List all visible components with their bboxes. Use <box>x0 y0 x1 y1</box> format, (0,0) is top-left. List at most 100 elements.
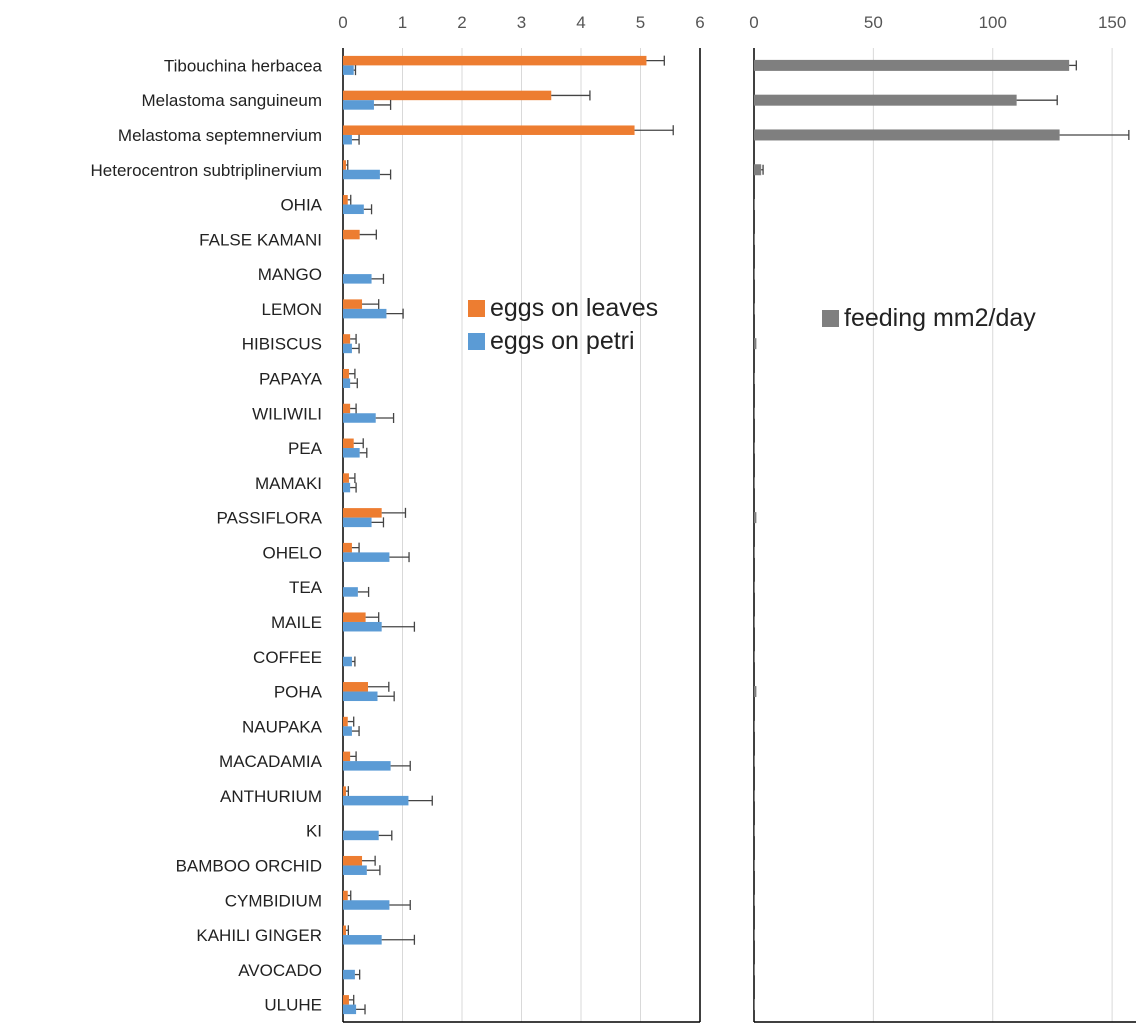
category-labels: Tibouchina herbacea Melastoma sanguineum M… <box>91 56 323 1014</box>
category-label-tea: TEA <box>289 578 323 597</box>
x-tick-label-2: 2 <box>457 13 466 32</box>
category-label-melastoma-sanguineum: Melastoma sanguineum <box>142 91 322 110</box>
bar-eggs-on-petri-tibouchina-herbacea <box>343 65 354 75</box>
feeding-chart-panel: 0 50 100 150 feeding mm2/day <box>749 13 1136 1023</box>
bar-feeding-mm2-day-melastoma-sanguineum <box>754 94 1017 106</box>
bar-eggs-on-leaves-passiflora <box>343 508 382 518</box>
bar-feeding-mm2-day-ohia <box>754 199 755 211</box>
bar-eggs-on-leaves-melastoma-sanguineum <box>343 90 552 101</box>
bar-feeding-mm2-day-macadamia <box>754 755 755 767</box>
bar-eggs-on-petri-ohia <box>343 204 364 215</box>
bar-eggs-on-petri-hibiscus <box>343 343 352 354</box>
category-label-heterocentron-subtriplinervium: Heterocentron subtriplinervium <box>91 161 323 180</box>
bar-eggs-on-leaves-papaya <box>343 368 349 379</box>
bar-eggs-on-leaves-anthurium <box>343 786 346 796</box>
category-label-avocado: AVOCADO <box>238 961 322 980</box>
bar-eggs-on-petri-ki <box>343 830 379 841</box>
bar-feeding-mm2-day-ki <box>754 825 755 837</box>
category-label-kahili-ginger: KAHILI GINGER <box>196 926 322 945</box>
bar-feeding-mm2-day-poha <box>754 686 757 698</box>
bar-eggs-on-petri-bamboo-orchid <box>343 865 367 875</box>
bar-feeding-mm2-day-papaya <box>754 372 755 384</box>
x-tick-label-0: 0 <box>749 13 758 32</box>
bar-feeding-mm2-day-tea <box>754 581 755 593</box>
bar-feeding-mm2-day-mamaki <box>754 477 755 489</box>
bar-eggs-on-petri-avocado <box>343 969 355 980</box>
bar-eggs-on-leaves-macadamia <box>343 751 351 762</box>
legend-swatch-eggs-on-leaves <box>468 300 485 317</box>
bar-eggs-on-petri-macadamia <box>343 761 391 771</box>
bar-eggs-on-petri-papaya <box>343 378 351 388</box>
bar-eggs-on-leaves-tibouchina-herbacea <box>343 55 647 66</box>
bar-feeding-mm2-day-passiflora <box>754 512 757 524</box>
x-tick-label-5: 5 <box>636 13 645 32</box>
bar-eggs-on-leaves-pea <box>343 438 354 449</box>
category-label-mamaki: MAMAKI <box>255 474 322 493</box>
x-tick-label-150: 150 <box>1098 13 1126 32</box>
category-label-bamboo-orchid: BAMBOO ORCHID <box>176 856 322 875</box>
category-label-hibiscus: HIBISCUS <box>242 335 322 354</box>
category-label-mango: MANGO <box>258 265 322 284</box>
bar-eggs-on-petri-coffee <box>343 656 352 667</box>
bar-eggs-on-petri-mamaki <box>343 482 351 493</box>
category-label-uluhe: ULUHE <box>264 996 322 1015</box>
bar-feeding-mm2-day-bamboo-orchid <box>754 859 755 871</box>
legend-swatch-feeding-mm2-day <box>822 310 839 327</box>
category-label-cymbidium: CYMBIDIUM <box>225 891 322 910</box>
x-tick-label-100: 100 <box>979 13 1007 32</box>
bar-eggs-on-petri-kahili-ginger <box>343 935 382 945</box>
x-tick-label-6: 6 <box>695 13 704 32</box>
category-label-papaya: PAPAYA <box>259 369 323 388</box>
category-label-lemon: LEMON <box>262 300 322 319</box>
x-tick-label-50: 50 <box>864 13 883 32</box>
legend-label-eggs-on-leaves: eggs on leaves <box>490 294 658 322</box>
category-label-naupaka: NAUPAKA <box>242 717 323 736</box>
category-label-wiliwili: WILIWILI <box>252 404 322 423</box>
bar-eggs-on-petri-melastoma-sanguineum <box>343 100 374 110</box>
bar-eggs-on-leaves-uluhe <box>343 995 349 1005</box>
category-label-passiflora: PASSIFLORA <box>217 509 323 528</box>
legend-swatch-eggs-on-petri <box>468 333 485 350</box>
bar-feeding-mm2-day-ohelo <box>754 546 755 558</box>
eggs-chart-panel: 0 1 2 3 4 5 6 eggs on leaves eggs on petri <box>338 13 705 1023</box>
bar-feeding-mm2-day-pea <box>754 442 755 454</box>
category-label-false-kamani: FALSE KAMANI <box>199 230 322 249</box>
bar-feeding-mm2-day-uluhe <box>754 999 755 1011</box>
bar-feeding-mm2-day-heterocentron-subtriplinervium <box>754 164 762 176</box>
legend-label-feeding-mm2-day: feeding mm2/day <box>844 304 1036 332</box>
bar-eggs-on-petri-ohelo <box>343 552 390 562</box>
legend-label-eggs-on-petri: eggs on petri <box>490 327 635 355</box>
x-tick-label-3: 3 <box>517 13 526 32</box>
bar-eggs-on-petri-mango <box>343 274 372 284</box>
bar-eggs-on-petri-cymbidium <box>343 900 390 910</box>
category-label-macadamia: MACADAMIA <box>219 752 323 771</box>
bar-feeding-mm2-day-lemon <box>754 303 755 315</box>
bar-feeding-mm2-day-avocado <box>754 964 755 976</box>
bar-eggs-on-leaves-melastoma-septemnervium <box>343 125 635 135</box>
bar-eggs-on-petri-maile <box>343 621 382 632</box>
category-label-tibouchina-herbacea: Tibouchina herbacea <box>164 56 323 75</box>
bar-feeding-mm2-day-maile <box>754 616 755 628</box>
bar-eggs-on-petri-wiliwili <box>343 413 376 423</box>
category-label-ohelo: OHELO <box>262 543 322 562</box>
bar-eggs-on-petri-melastoma-septemnervium <box>343 134 352 145</box>
bar-eggs-on-petri-passiflora <box>343 517 372 528</box>
bar-eggs-on-leaves-false-kamani <box>343 229 360 240</box>
bar-feeding-mm2-day-coffee <box>754 651 755 663</box>
x-tick-label-0: 0 <box>338 13 347 32</box>
category-label-poha: POHA <box>274 683 323 702</box>
category-label-melastoma-septemnervium: Melastoma septemnervium <box>118 126 322 145</box>
bar-feeding-mm2-day-hibiscus <box>754 338 757 350</box>
category-label-coffee: COFFEE <box>253 648 322 667</box>
bar-feeding-mm2-day-tibouchina-herbacea <box>754 59 1070 71</box>
bar-eggs-on-petri-naupaka <box>343 726 352 736</box>
bar-eggs-on-leaves-wiliwili <box>343 403 351 414</box>
bar-eggs-on-petri-uluhe <box>343 1004 357 1015</box>
category-label-maile: MAILE <box>271 613 322 632</box>
category-label-anthurium: ANTHURIUM <box>220 787 322 806</box>
bar-eggs-on-petri-tea <box>343 587 358 597</box>
bar-eggs-on-leaves-hibiscus <box>343 334 351 344</box>
bar-eggs-on-leaves-kahili-ginger <box>343 925 346 936</box>
bar-eggs-on-leaves-ohia <box>343 195 348 205</box>
